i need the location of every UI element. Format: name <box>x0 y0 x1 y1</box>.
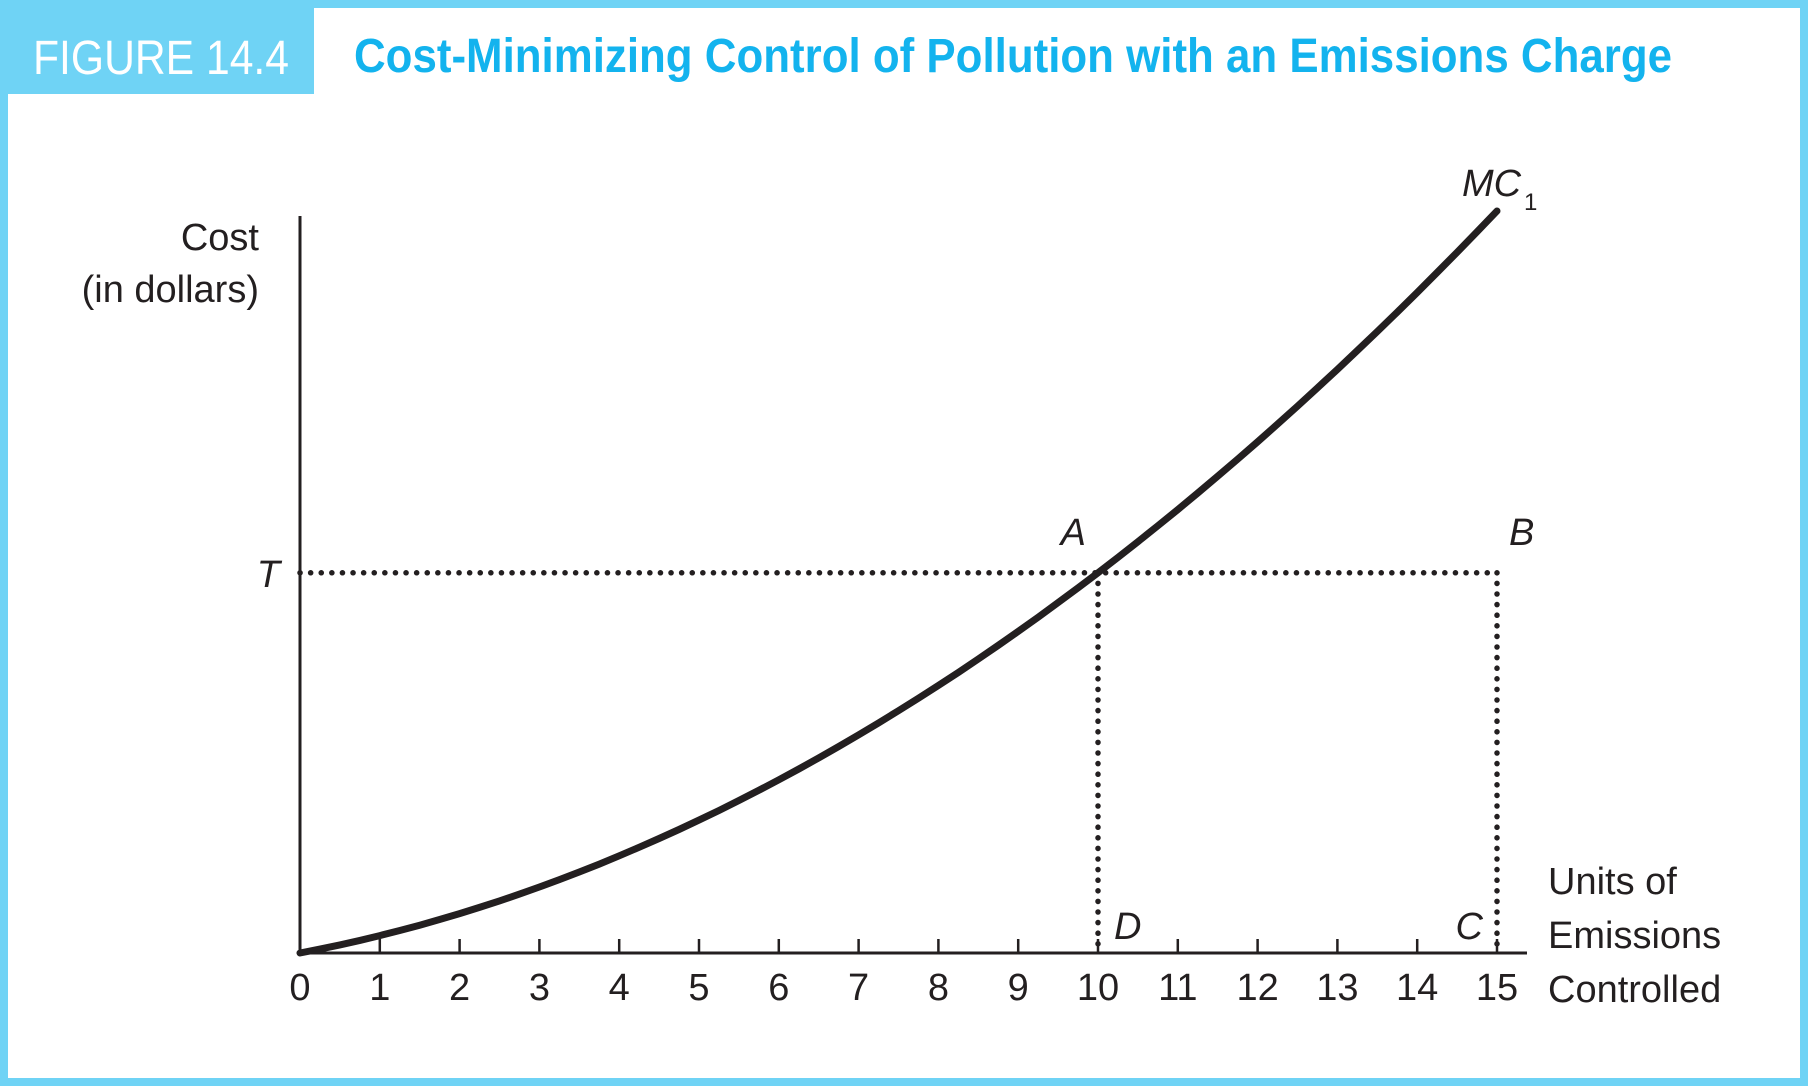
x-tick-label: 11 <box>1158 967 1197 1009</box>
y-axis-label: (in dollars) <box>82 269 259 311</box>
mc1-curve <box>296 207 1501 957</box>
point-label-B: B <box>1509 512 1534 554</box>
x-tick-label: 9 <box>1008 967 1029 1009</box>
x-tick-label: 15 <box>1476 967 1518 1009</box>
x-tick-label: 5 <box>688 967 709 1009</box>
x-tick-label: 0 <box>289 967 310 1009</box>
x-axis-label: Units of <box>1548 861 1677 903</box>
y-tick-label-T: T <box>257 554 283 596</box>
x-tick-label: 6 <box>768 967 789 1009</box>
x-axis-label: Controlled <box>1548 969 1721 1011</box>
x-tick-label: 2 <box>449 967 470 1009</box>
x-tick-label: 1 <box>369 967 390 1009</box>
point-label-D: D <box>1114 906 1141 948</box>
x-tick-label: 8 <box>928 967 949 1009</box>
point-label-A: A <box>1059 512 1086 554</box>
point-label-C: C <box>1456 906 1484 948</box>
mc1-series-label: MC <box>1462 163 1522 205</box>
x-tick-label: 4 <box>609 967 630 1009</box>
figure-title: Cost-Minimizing Control of Pollution wit… <box>354 30 1672 83</box>
figure-label-box <box>8 8 314 94</box>
x-axis-label: Emissions <box>1548 915 1721 957</box>
x-tick-label: 7 <box>848 967 869 1009</box>
x-tick-label: 10 <box>1077 967 1119 1009</box>
figure-label: FIGURE 14.4 <box>33 32 289 85</box>
mc1-series-subscript: 1 <box>1524 189 1537 216</box>
x-tick-label: 13 <box>1316 967 1358 1009</box>
y-axis-label: Cost <box>181 217 260 259</box>
x-tick-label: 14 <box>1396 967 1438 1009</box>
x-tick-label: 12 <box>1236 967 1278 1009</box>
x-tick-label: 3 <box>529 967 550 1009</box>
